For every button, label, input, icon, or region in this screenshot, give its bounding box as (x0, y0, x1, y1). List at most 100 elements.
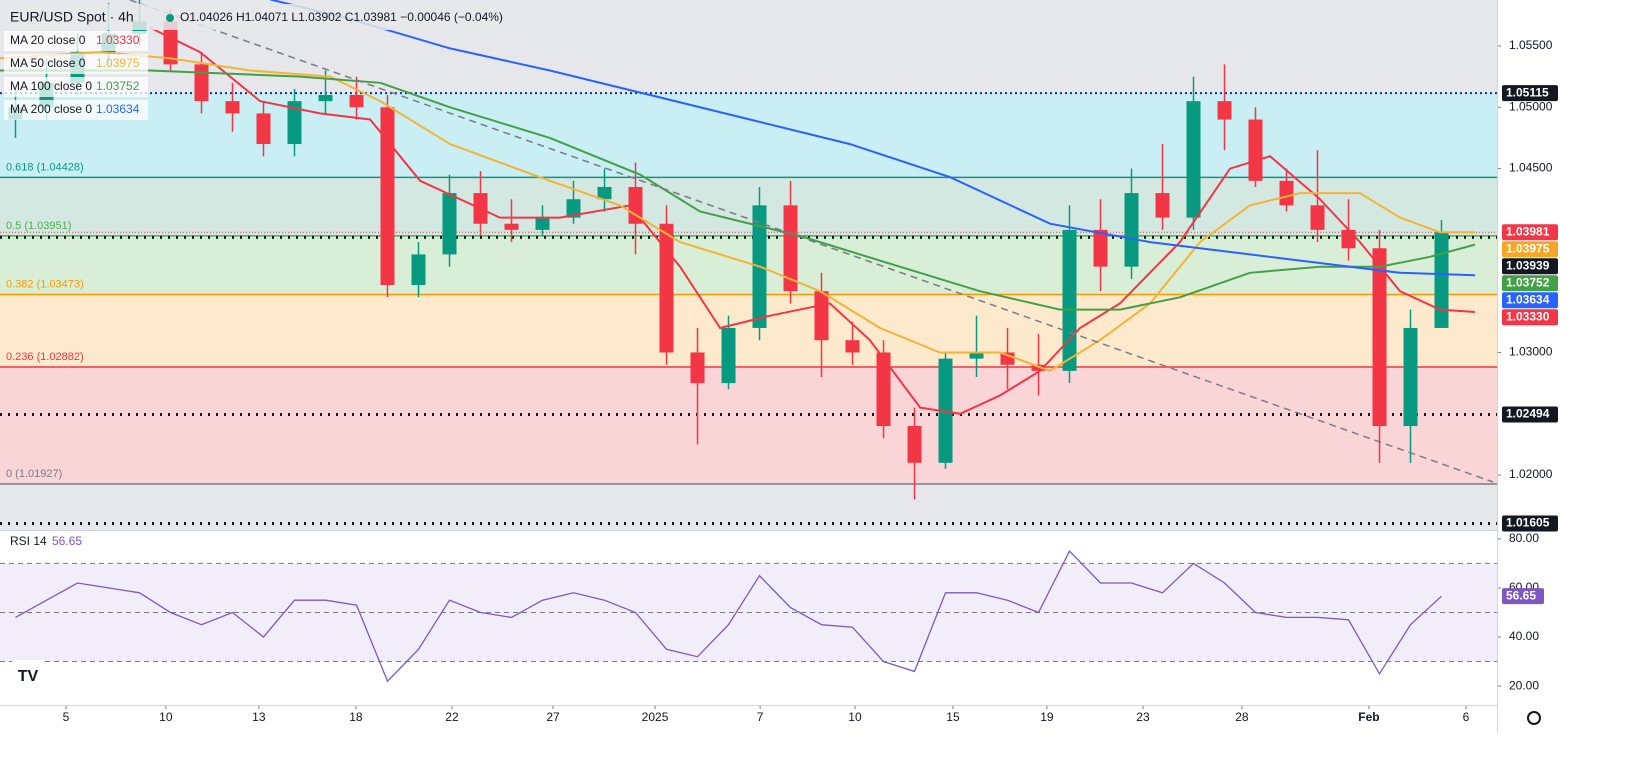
price-tag-label: 1.03981 (1506, 224, 1550, 238)
y-tick-label: 1.03000 (1509, 345, 1553, 359)
candle-body (783, 205, 798, 292)
candle-body (504, 223, 519, 230)
legend-name: MA 50 close 0 (10, 56, 86, 70)
y-tick-label: 40.00 (1509, 629, 1539, 643)
legend-value: 1.03634 (96, 102, 140, 116)
candle-body (1279, 180, 1294, 206)
fib-zone (0, 235, 1497, 295)
svg-text:TV: TV (18, 668, 39, 685)
x-tick-label: 10 (848, 710, 862, 724)
price-tag (1502, 515, 1558, 532)
price-tag-label: 1.03634 (1506, 292, 1550, 306)
candle-body (1186, 101, 1201, 218)
x-tick-label: 18 (349, 710, 363, 724)
candle-body (349, 95, 364, 108)
x-tick-label: 27 (546, 710, 560, 724)
candle-body (721, 327, 736, 384)
rsi-tag-label: 56.65 (1506, 588, 1536, 602)
price-tag-label: 1.05115 (1506, 85, 1549, 99)
fib-label: 0 (1.01927) (6, 468, 62, 480)
legend-name: MA 20 close 0 (10, 33, 86, 47)
price-tag (1502, 85, 1558, 102)
price-tag-label: 1.03752 (1506, 275, 1550, 289)
candle-body (1341, 229, 1356, 249)
y-tick-label: 1.05000 (1509, 99, 1553, 113)
candle-body (225, 101, 240, 114)
ma-line (149, 26, 1476, 415)
price-tag (1502, 406, 1558, 423)
x-tick-label: 22 (445, 710, 459, 724)
fib-zone (0, 177, 1497, 236)
rsi-line (15, 549, 1442, 683)
x-tick-label: 15 (946, 710, 960, 724)
y-tick-label: 1.05500 (1509, 38, 1553, 52)
x-tick-label: 19 (1040, 710, 1054, 724)
candle-body (1403, 327, 1418, 427)
fib-zone (0, 294, 1497, 367)
x-tick-label: 28 (1235, 710, 1249, 724)
candle-body (1093, 229, 1108, 267)
price-tag (1502, 275, 1558, 292)
candle-body (1217, 101, 1232, 120)
price-tag-label: 1.03330 (1506, 309, 1550, 323)
rsi-value: 56.65 (52, 534, 82, 548)
x-tick-label: 10 (159, 710, 173, 724)
y-tick-label: 1.02000 (1509, 467, 1553, 481)
ma-line (0, 51, 1475, 373)
candle-body (1031, 364, 1046, 371)
candle-body (163, 21, 178, 65)
ma-line (0, 69, 1476, 311)
legend-value: 1.03330 (96, 33, 140, 47)
legend-bg (4, 100, 148, 120)
rsi-title: RSI 14 (10, 534, 47, 548)
live-dot (166, 14, 174, 22)
candle-body (287, 101, 302, 145)
legend-value: 1.03752 (96, 79, 140, 93)
fib-label: 0.382 (1.03473) (6, 278, 84, 290)
x-tick-label: 7 (757, 710, 764, 724)
fib-label: 0.236 (1.02882) (6, 351, 84, 363)
trend-line (129, 0, 1494, 483)
x-tick-label: 13 (252, 710, 266, 724)
candle-body (690, 352, 705, 384)
candle-body (969, 352, 984, 359)
candle-body (814, 291, 829, 341)
price-tag (1502, 292, 1558, 309)
x-tick-label: Feb (1358, 710, 1379, 724)
candle-body (194, 64, 209, 102)
rsi-pane (0, 531, 1497, 705)
candle-body (318, 95, 333, 102)
fib-zone (0, 366, 1497, 485)
y-tick-label: 80.00 (1509, 531, 1539, 545)
price-tag (1502, 309, 1558, 326)
chart-title: EUR/USD Spot · 4h (10, 9, 134, 25)
x-tick-label: 5 (63, 710, 70, 724)
fib-label: 0.618 (1.04428) (6, 161, 84, 173)
candle-body (876, 352, 891, 427)
ohlc-label: O1.04026 H1.04071 L1.03902 C1.03981 −0.0… (180, 10, 503, 24)
candle-body (442, 193, 457, 255)
price-tag-label: 1.03975 (1506, 241, 1550, 255)
y-tick-label: 20.00 (1509, 678, 1539, 692)
candle-body (1372, 248, 1387, 427)
settings-icon[interactable] (1527, 711, 1541, 725)
candle-body (1155, 193, 1170, 218)
y-tick-label: 1.04500 (1509, 161, 1553, 175)
logo: TV (10, 660, 46, 692)
x-tick-label: 2025 (642, 710, 669, 724)
rsi-tag (1502, 588, 1544, 605)
fib-label: 0.5 (1.03951) (6, 220, 71, 232)
candle-body (1124, 193, 1139, 267)
ma-line (269, 0, 1476, 277)
x-tick-label: 23 (1136, 710, 1150, 724)
legend-bg (4, 4, 530, 30)
legend-bg (4, 77, 148, 97)
legend-bg (4, 31, 148, 51)
candle-body (597, 186, 612, 200)
candle-body (256, 113, 271, 145)
candle-body (380, 107, 395, 286)
candle-body (566, 199, 581, 218)
price-tag-label: 1.02494 (1506, 407, 1550, 421)
